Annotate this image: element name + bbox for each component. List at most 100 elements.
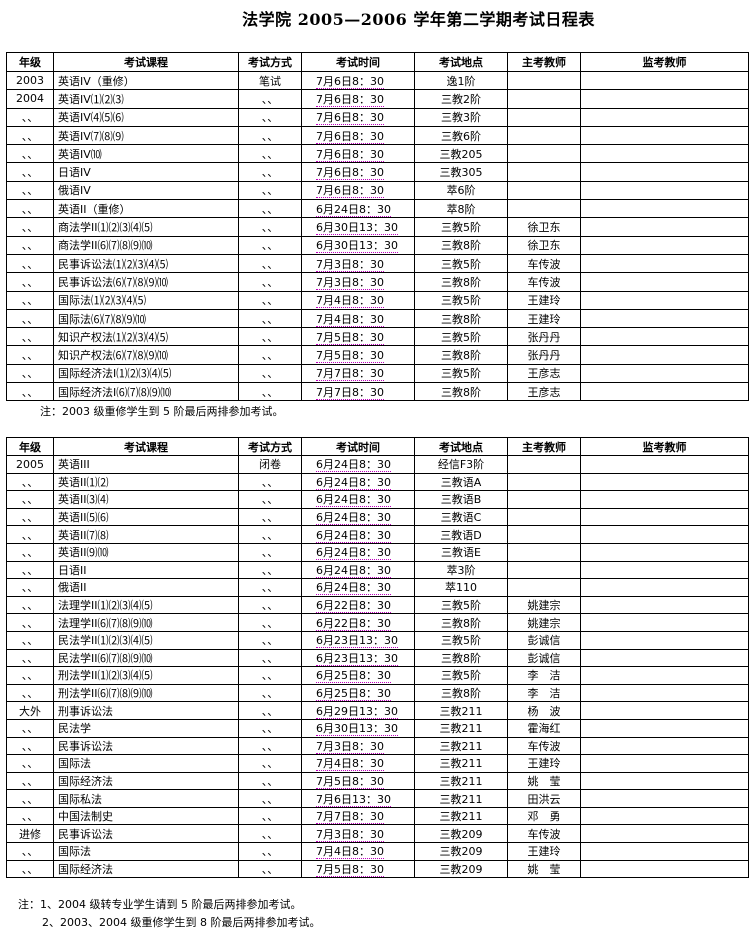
time-text: 6月30日13：30 [316, 722, 398, 737]
method-text: 、、 [261, 616, 279, 630]
grade-text: 、、 [21, 349, 39, 363]
cell-chief-teacher [507, 199, 581, 219]
cell-time: 7月6日8：30 [301, 107, 415, 127]
grade-text: 、、 [21, 862, 39, 876]
cell-grade: 、、 [6, 272, 54, 292]
time-text: 7月4日8：30 [316, 757, 384, 772]
table-row: 、、 民法学 、、 6月30日13：30 三教211 霍海红 [6, 718, 749, 738]
cell-method: 、、 [238, 363, 302, 384]
cell-method: 、、 [238, 842, 302, 861]
table-row: 、、 民法学II⑹⑺⑻⑼⑽ 、、 6月23日13：30 三教8阶 彭诚信 [6, 648, 749, 668]
table-row: 2005 英语III 闭卷 6月24日8：30 经信F3阶 [6, 455, 749, 474]
cell-proctor [580, 842, 749, 861]
cell-grade: 、、 [6, 754, 54, 773]
course-text: 法理学II⑹⑺⑻⑼⑽ [58, 616, 153, 630]
cell-course: 民法学 [53, 718, 239, 738]
header-location: 考试地点 [414, 52, 508, 72]
course-text: 日语IV [58, 166, 91, 180]
cell-location: 三教211 [414, 806, 508, 826]
cell-method: 、、 [238, 771, 302, 791]
time-text: 6月24日8：30 [316, 563, 391, 578]
location-text: 三教211 [439, 722, 483, 736]
grade-text: 、、 [21, 257, 39, 271]
cell-proctor [580, 235, 749, 255]
table-row: 、、 知识产权法⑹⑺⑻⑼⑽ 、、 7月5日8：30 三教8阶 张丹丹 [6, 345, 749, 365]
cell-method: 、、 [238, 648, 302, 668]
location-text: 三教209 [439, 827, 483, 841]
table-row: 、、 英语IV⑽ 、、 7月6日8：30 三教205 [6, 144, 749, 164]
course-text: 日语II [58, 563, 87, 577]
header-chief-teacher: 主考教师 [507, 52, 581, 72]
cell-time: 7月7日8：30 [301, 382, 415, 402]
location-text: 三教语B [440, 493, 482, 507]
cell-proctor [580, 345, 749, 365]
time-text: 6月25日8：30 [316, 687, 391, 701]
course-text: 民事诉讼法⑹⑺⑻⑼⑽ [58, 275, 168, 289]
cell-proctor [580, 859, 749, 879]
cell-method: 、、 [238, 560, 302, 580]
grade-text: 2004 [16, 92, 44, 106]
cell-time: 7月4日8：30 [301, 290, 415, 310]
location-text: 三教5阶 [441, 599, 481, 613]
cell-location: 三教语A [414, 472, 508, 492]
cell-time: 6月24日8：30 [301, 490, 415, 509]
cell-course: 商法学II⑴⑵⑶⑷⑸ [53, 217, 239, 237]
method-text: 、、 [261, 528, 279, 542]
method-text: 、、 [261, 275, 279, 289]
cell-chief-teacher: 李 洁 [507, 666, 581, 685]
course-text: 英语IV⑴⑵⑶ [58, 92, 124, 106]
grade-text: 、、 [21, 599, 39, 613]
cell-chief-teacher: 姚建宗 [507, 613, 581, 632]
time-text: 7月7日8：30 [316, 810, 384, 824]
header-location: 考试地点 [414, 437, 508, 456]
cell-grade: 、、 [6, 125, 54, 146]
cell-grade: 进修 [6, 824, 54, 844]
cell-grade: 、、 [6, 578, 54, 597]
cell-location: 三教5阶 [414, 217, 508, 237]
table-row: 、、 日语II 、、 6月24日8：30 萃3阶 [6, 560, 749, 580]
cell-grade: 、、 [6, 648, 54, 668]
method-text: 、、 [261, 312, 279, 326]
cell-course: 英语II⑼⑽ [53, 542, 239, 562]
cell-time: 7月6日8：30 [301, 125, 415, 146]
cell-course: 日语II [53, 560, 239, 580]
cell-grade: 、、 [6, 180, 54, 201]
table-row: 、、 俄语II 、、 6月24日8：30 萃110 [6, 578, 749, 597]
table-row: 、、 俄语IV 、、 7月6日8：30 萃6阶 [6, 180, 749, 201]
table-row: 大外 刑事诉讼法 、、 6月29日13：30 三教211 杨 波 [6, 701, 749, 720]
location-text: 三教211 [439, 774, 483, 788]
cell-chief-teacher: 姚 莹 [507, 859, 581, 879]
grade-text: 、、 [21, 111, 39, 125]
location-text: 三教5阶 [441, 221, 481, 235]
grade-text: 、、 [21, 722, 39, 736]
grade-text: 、、 [21, 634, 39, 648]
location-text: 三教5阶 [441, 257, 481, 271]
cell-grade: 、、 [6, 472, 54, 492]
table-row: 、、 中国法制史 、、 7月7日8：30 三教211 邓 勇 [6, 806, 749, 826]
table-row: 、、 国际经济法I⑹⑺⑻⑼⑽ 、、 7月7日8：30 三教8阶 王彦志 [6, 382, 749, 402]
cell-grade: 2005 [6, 455, 54, 474]
grade-text: 、、 [21, 739, 39, 753]
table-row: 、、 法理学II⑴⑵⑶⑷⑸ 、、 6月22日8：30 三教5阶 姚建宗 [6, 595, 749, 615]
table-row: 、、 国际法 、、 7月4日8：30 三教211 王建玲 [6, 754, 749, 773]
cell-chief-teacher: 李 洁 [507, 683, 581, 703]
table-row: 、、 国际法⑹⑺⑻⑼⑽ 、、 7月4日8：30 三教8阶 王建玲 [6, 308, 749, 329]
cell-course: 英语IV⑴⑵⑶ [53, 89, 239, 109]
method-text: 、、 [261, 166, 279, 180]
table-row: 、、 国际经济法I⑴⑵⑶⑷⑸ 、、 7月7日8：30 三教5阶 王彦志 [6, 363, 749, 384]
cell-grade: 、、 [6, 806, 54, 826]
course-text: 英语II⑴⑵ [58, 475, 109, 489]
course-text: 英语IV⑺⑻⑼ [58, 129, 124, 143]
method-text: 、、 [261, 367, 279, 381]
cell-method: 、、 [238, 235, 302, 255]
grade-text: 、、 [21, 528, 39, 542]
cell-course: 刑法学II⑴⑵⑶⑷⑸ [53, 666, 239, 685]
cell-course: 俄语IV [53, 180, 239, 201]
header-proctor: 监考教师 [580, 52, 749, 72]
cell-proctor [580, 542, 749, 562]
cell-method: 、、 [238, 718, 302, 738]
cell-location: 萃3阶 [414, 560, 508, 580]
cell-proctor [580, 630, 749, 650]
chief-teacher-text: 姚建宗 [527, 599, 561, 613]
location-text: 三教8阶 [441, 651, 481, 665]
